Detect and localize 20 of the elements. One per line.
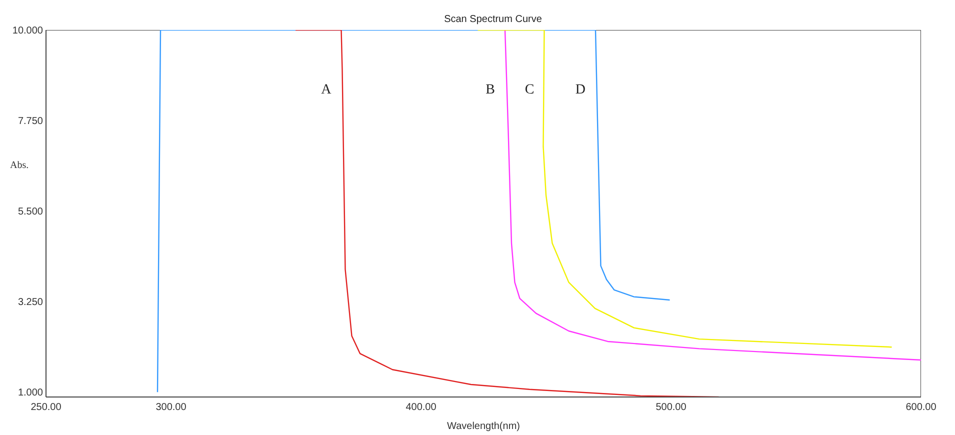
x-tick-label: 300.00 xyxy=(156,402,187,414)
line-series xyxy=(477,30,892,348)
x-tick-label: 500.00 xyxy=(656,402,687,414)
x-tick-label: 600.00 xyxy=(906,402,937,414)
y-tick-label: 7.750 xyxy=(18,116,44,128)
line-series xyxy=(156,30,670,393)
series-label: C xyxy=(524,82,534,98)
series-label: A xyxy=(321,82,332,98)
y-tick-label: 3.250 xyxy=(18,297,44,308)
series-label: D xyxy=(575,82,586,98)
series-label: B xyxy=(486,82,495,98)
x-axis-title: Wavelength(nm) xyxy=(447,421,520,432)
y-axis-title: Abs. xyxy=(10,160,29,171)
line-series xyxy=(504,30,921,361)
y-tick-label: 1.000 xyxy=(18,388,44,399)
y-tick-label: 5.500 xyxy=(18,206,44,218)
x-tick-label: 400.00 xyxy=(406,402,437,414)
x-tick-label: 250.00 xyxy=(30,402,62,414)
y-tick-label: 10.000 xyxy=(12,26,44,37)
chart-title: Scan Spectrum Curve xyxy=(443,14,543,25)
